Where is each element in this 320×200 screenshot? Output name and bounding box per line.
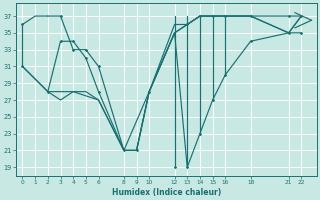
Point — [197, 14, 203, 18]
Point — [299, 31, 304, 34]
Point — [20, 65, 25, 68]
Point — [223, 14, 228, 18]
Point — [96, 90, 101, 93]
Point — [286, 31, 291, 34]
X-axis label: Humidex (Indice chaleur): Humidex (Indice chaleur) — [112, 188, 221, 197]
Point — [185, 166, 190, 169]
Point — [248, 40, 253, 43]
Point — [96, 65, 101, 68]
Point — [45, 90, 50, 93]
Point — [58, 40, 63, 43]
Point — [121, 149, 126, 152]
Point — [71, 40, 76, 43]
Point — [20, 23, 25, 26]
Point — [286, 14, 291, 18]
Point — [71, 48, 76, 51]
Point — [83, 48, 88, 51]
Point — [172, 166, 177, 169]
Point — [223, 73, 228, 76]
Point — [185, 23, 190, 26]
Point — [248, 14, 253, 18]
Point — [147, 90, 152, 93]
Point — [299, 14, 304, 18]
Point — [58, 14, 63, 18]
Point — [210, 98, 215, 102]
Point — [83, 56, 88, 60]
Point — [134, 149, 139, 152]
Point — [210, 14, 215, 18]
Point — [197, 132, 203, 135]
